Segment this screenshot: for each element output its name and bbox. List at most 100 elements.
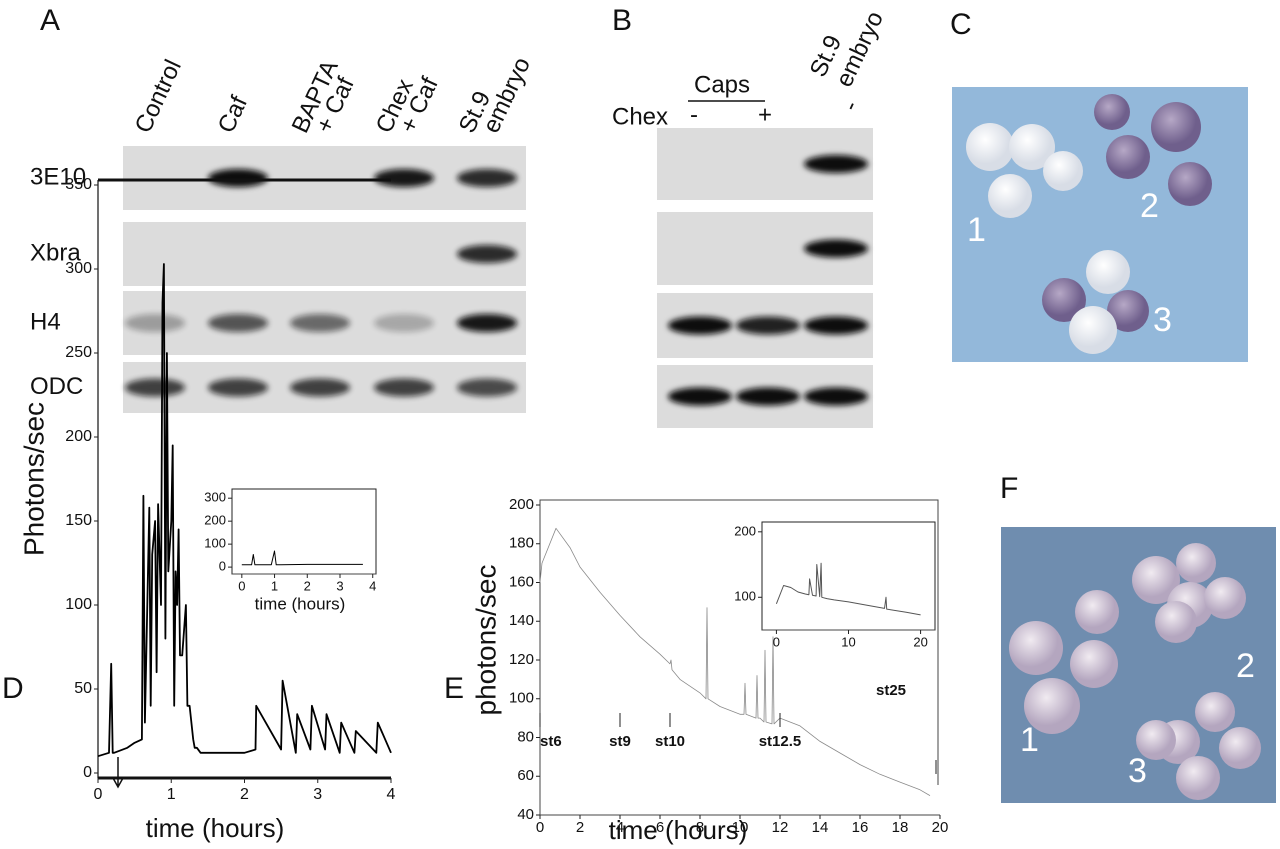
y-tick-label: 100 [509,690,534,707]
y-tick-label: 120 [509,651,534,668]
band [208,378,268,397]
y-tick-label: 200 [509,496,534,513]
band [457,314,517,332]
plot-frame [231,488,377,575]
x-tick-label: 3 [313,786,322,803]
band [804,155,868,173]
panel-label: E [444,672,464,705]
x-tick-label: 6 [656,819,664,836]
y-tick-label: 180 [509,535,534,552]
band [668,316,732,335]
group-label: 1 [967,211,986,249]
y-tick-label: 350 [65,176,92,193]
y-tick-label: 100 [65,596,92,613]
x-tick-label: 18 [892,819,909,836]
x-tick-label: 16 [852,819,869,836]
panel-label: B [612,4,632,37]
x-tick-label: 4 [387,786,396,803]
panel-label: C [950,8,972,41]
group-label: 3 [1153,301,1172,339]
x-tick-label: 0 [238,578,245,593]
band [125,314,185,332]
y-tick-label: 100 [734,589,756,604]
panel-label: F [1000,472,1018,505]
stage-label: st10 [655,733,685,750]
lane-label: Caf [213,92,253,138]
band [804,387,868,406]
y-axis-label: photons/sec [470,565,501,716]
band [457,169,517,187]
data-line [97,263,392,758]
y-tick-label: 200 [734,523,756,538]
band [804,316,868,335]
y-tick-label: 250 [65,344,92,361]
band [374,314,434,332]
y-tick-label: 300 [65,260,92,277]
band [290,314,350,332]
panel-label: A [40,4,60,37]
y-axis-label: Photons/sec [18,402,49,556]
x-tick-label: 12 [772,819,789,836]
x-tick-label: 2 [304,578,311,593]
x-axis-label: time (hours) [609,815,748,845]
band [736,316,800,335]
sign: + [758,101,772,128]
band [208,314,268,332]
x-tick-label: 2 [576,819,584,836]
x-tick-label: 0 [94,786,103,803]
sign: - [837,97,865,116]
chex-label: Chex [612,103,668,130]
x-tick-label: 10 [841,634,855,649]
x-tick-label: 14 [812,819,829,836]
y-tick-label: 40 [517,806,534,823]
x-axis-label: time (hours) [146,813,285,843]
x-tick-label: 4 [616,819,624,836]
y-tick-label: 160 [509,573,534,590]
group-label: 2 [1140,187,1159,225]
x-tick-label: 20 [932,819,949,836]
row-label: ODC [30,373,83,400]
x-tick-label: 10 [732,819,749,836]
y-tick-label: 0 [219,559,226,574]
x-tick-label: 8 [696,819,704,836]
x-axis-label: time (hours) [255,594,346,613]
y-tick-label: 100 [204,536,226,551]
band [804,239,868,258]
group-label: 2 [1236,647,1255,685]
band [290,378,350,397]
embryo-photo [1001,527,1276,803]
group-label: 1 [1020,721,1039,759]
x-tick-label: 3 [336,578,343,593]
plot-frame [761,521,936,631]
row-label: H4 [30,308,61,335]
row-label: 3E10 [30,163,86,190]
x-tick-label: 0 [536,819,544,836]
band [374,169,434,187]
plot-frame [539,499,939,815]
y-tick-label: 150 [65,512,92,529]
stage-label: st6 [540,733,562,750]
y-tick-label: 200 [65,428,92,445]
band [668,387,732,406]
stage-label: st12.5 [759,733,802,750]
group-label: 3 [1128,752,1147,790]
y-tick-label: 300 [204,490,226,505]
data-line [539,527,931,796]
y-tick-label: 0 [83,764,92,781]
x-tick-label: 2 [240,786,249,803]
band [125,378,185,397]
embryo-photo [952,87,1248,362]
lane-label: Control [130,56,187,138]
caps-label: Caps [694,71,750,98]
y-tick-label: 50 [74,680,92,697]
y-tick-label: 200 [204,513,226,528]
data-line [775,562,921,616]
band [457,378,517,397]
data-line [241,550,363,566]
x-tick-label: 4 [369,578,376,593]
band [208,169,268,187]
x-tick-label: 1 [271,578,278,593]
y-tick-label: 140 [509,612,534,629]
band [374,378,434,397]
